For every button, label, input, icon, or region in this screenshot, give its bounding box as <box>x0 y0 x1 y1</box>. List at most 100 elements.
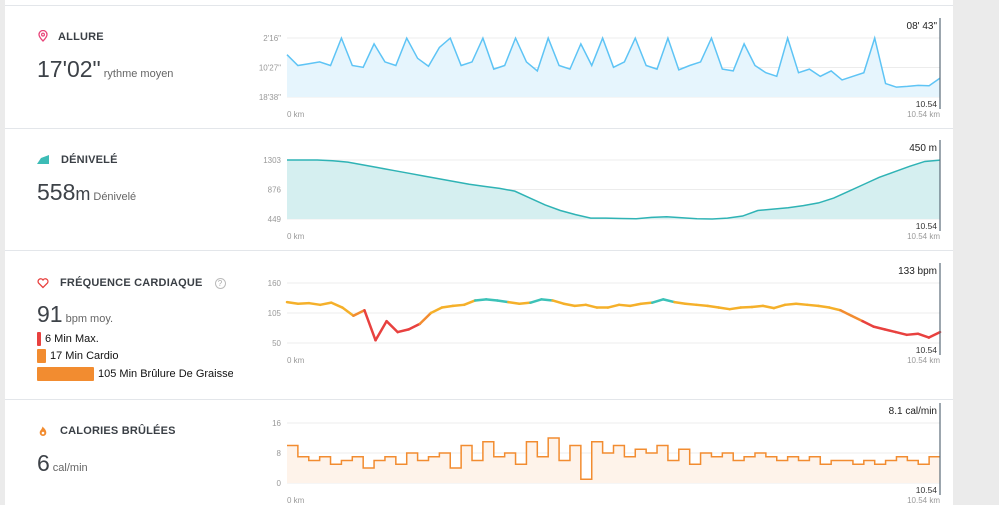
hr-segment <box>850 314 864 323</box>
heart-icon <box>37 278 49 289</box>
elevation-unit-short: m <box>75 184 91 204</box>
hr-segment <box>562 302 577 308</box>
hr-segment <box>318 301 333 307</box>
hr-segment <box>717 306 731 311</box>
hr-segment <box>817 304 831 309</box>
x-end-label: 10.54 km <box>907 232 940 241</box>
divider <box>5 250 953 251</box>
area-fill <box>287 438 940 483</box>
heart-title: FRÉQUENCE CARDIAQUE? <box>60 277 226 289</box>
y-tick-label: 0 <box>277 479 282 488</box>
hr-segment <box>330 301 344 309</box>
y-tick-label: 2'16" <box>263 34 281 43</box>
hr-segment <box>307 301 322 307</box>
hr-segment <box>529 298 543 304</box>
hr-segment <box>551 299 565 305</box>
pace-unit: rythme moyen <box>103 68 174 80</box>
x-end-label: 10.54 km <box>907 110 940 119</box>
hr-segment <box>518 301 532 305</box>
hr-segment <box>462 299 477 307</box>
y-tick-label: 8 <box>277 449 282 458</box>
heart-value: 91 <box>37 301 63 327</box>
hr-segment <box>883 328 897 334</box>
elevation-total: 558m Dénivelé <box>37 179 136 206</box>
y-tick-label: 18'38" <box>259 93 281 102</box>
heart-title-text: FRÉQUENCE CARDIAQUE <box>60 277 203 289</box>
hr-segment <box>650 298 665 304</box>
hr-segment <box>540 298 554 302</box>
x-start-label: 0 km <box>287 496 305 505</box>
current-value: 133 bpm <box>898 266 937 277</box>
zone-label: 17 Min Cardio <box>50 350 119 362</box>
series-line <box>286 35 941 88</box>
y-tick-label: 1303 <box>263 156 281 165</box>
hr-segment <box>396 328 410 334</box>
calories-value: 6 <box>37 450 50 476</box>
hr-segment <box>739 305 754 309</box>
divider <box>5 128 953 129</box>
heart-unit: bpm moy. <box>65 313 114 325</box>
series-line <box>287 159 941 220</box>
zone-label: 6 Min Max. <box>45 333 99 345</box>
calories-title: CALORIES BRÛLÉES <box>60 425 176 437</box>
heart-average: 91 bpm moy. <box>37 301 113 328</box>
hr-segment <box>695 303 709 308</box>
hr-segment <box>673 300 687 305</box>
hr-segment <box>496 299 510 304</box>
hr-segment <box>418 311 433 326</box>
y-tick-label: 105 <box>268 309 282 318</box>
hr-segment <box>584 303 599 309</box>
hr-segment <box>363 309 377 342</box>
location-pin-icon <box>38 30 48 42</box>
divider <box>5 399 953 400</box>
calories-unit: cal/min <box>52 462 88 474</box>
y-tick-label: 449 <box>268 215 282 224</box>
hr-segment <box>606 303 621 309</box>
zone-fat-burn: 105 Min Brûlure De Graisse <box>37 367 233 381</box>
help-icon[interactable]: ? <box>214 277 226 289</box>
x-start-label: 0 km <box>287 110 305 119</box>
hr-segment <box>794 302 809 307</box>
x-start-label: 0 km <box>287 356 305 365</box>
hr-segment <box>628 302 643 308</box>
cursor-km: 10.54 <box>916 99 938 109</box>
cursor-km: 10.54 <box>916 345 938 355</box>
elevation-title: DÉNIVELÉ <box>61 154 118 166</box>
hr-segment <box>385 319 399 334</box>
hr-segment <box>341 306 355 317</box>
y-tick-label: 876 <box>268 186 282 195</box>
zone-bar <box>37 367 94 381</box>
hr-segment <box>617 303 632 308</box>
hr-segment <box>507 300 521 305</box>
current-value: 08' 43" <box>907 21 938 32</box>
cursor-km: 10.54 <box>916 221 938 231</box>
zone-cardio: 17 Min Cardio <box>37 349 118 363</box>
hr-segment <box>662 298 676 304</box>
pace-value: 17'02" <box>37 56 101 82</box>
hr-segment <box>573 303 588 308</box>
hr-segment <box>894 330 909 337</box>
hr-segment <box>828 306 842 312</box>
zone-bar <box>37 349 46 363</box>
hr-segment <box>805 303 820 308</box>
hr-segment <box>440 304 455 309</box>
hr-segment <box>639 301 654 305</box>
zone-max: 6 Min Max. <box>37 332 99 346</box>
hr-segment <box>783 302 798 307</box>
y-tick-label: 10'27" <box>259 64 281 73</box>
hr-segment <box>872 325 886 331</box>
hr-segment <box>728 306 743 311</box>
hr-segment <box>374 319 388 342</box>
calories-average: 6 cal/min <box>37 450 88 477</box>
hr-segment <box>285 300 300 305</box>
zone-label: 105 Min Brûlure De Graisse <box>98 368 233 380</box>
x-end-label: 10.54 km <box>907 356 940 365</box>
hr-segment <box>839 309 853 317</box>
divider <box>5 5 953 6</box>
hr-segment <box>684 302 698 307</box>
current-value: 450 m <box>909 143 937 154</box>
hr-segment <box>473 298 488 302</box>
hr-segment <box>407 322 422 331</box>
hr-segment <box>916 332 931 339</box>
